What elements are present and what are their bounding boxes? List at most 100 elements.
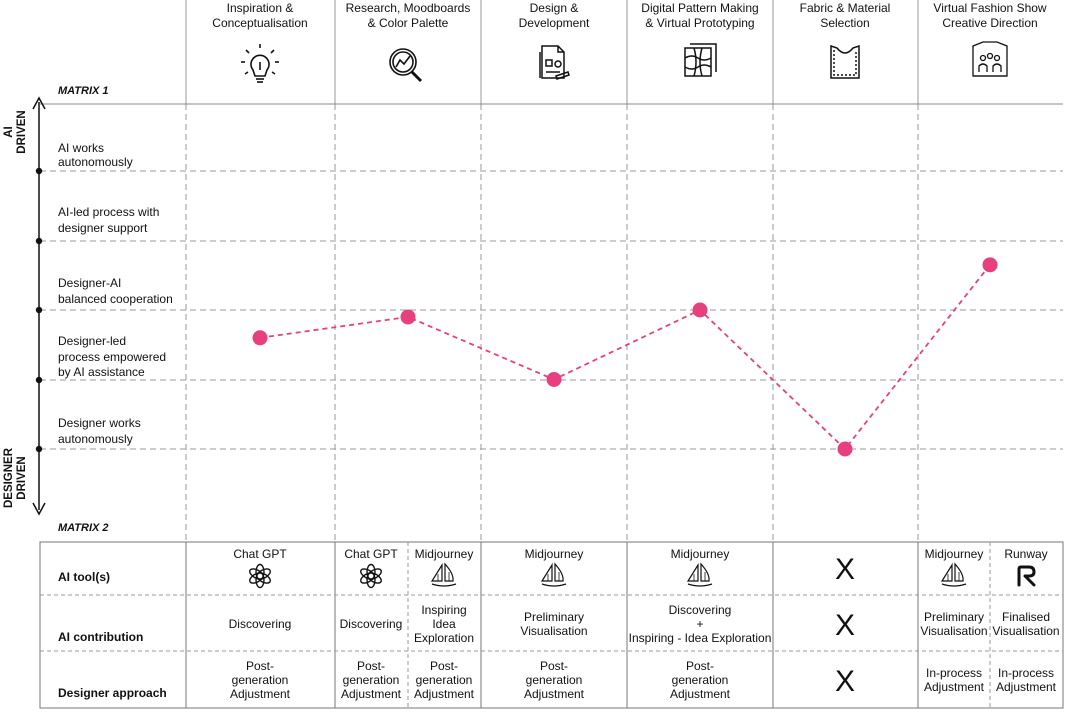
level-label-designer-led-3: by AI assistance [58, 365, 145, 379]
approach-8-line-2: Adjustment [996, 680, 1057, 694]
table-cells: Chat GPTDiscoveringPost-generationAdjust… [229, 547, 1060, 701]
axis-bottom-label-1: DESIGNER [3, 447, 15, 508]
approach-3-line-2: generation [416, 673, 473, 687]
approach-7-line-1: In-process [926, 666, 982, 680]
stage-title-6-line-1: Virtual Fashion Show [933, 1, 1047, 15]
contribution-3-line-2: Idea [432, 617, 456, 631]
data-point-2 [400, 309, 416, 325]
data-point-6 [982, 257, 998, 273]
tool-name-3: Midjourney [415, 547, 474, 561]
contribution-8-line-1: Finalised [1002, 610, 1050, 624]
contribution-5-line-3: Inspiring - Idea Exploration [629, 631, 772, 645]
midjourney-sailboat-icon [686, 562, 713, 587]
approach-2-line-2: generation [343, 673, 400, 687]
stage-title-1-line-2: Conceptualisation [212, 16, 307, 30]
stage-title-4-line-2: & Virtual Prototyping [645, 16, 754, 30]
stage-title-6-line-2: Creative Direction [942, 16, 1037, 30]
approach-5-line-3: Adjustment [670, 687, 731, 701]
axis-top-label-1: AI [3, 126, 15, 138]
level-labels: AI works autonomously AI-led process wit… [58, 141, 173, 446]
contribution-3-line-1: Inspiring [421, 603, 466, 617]
approach-3-line-1: Post- [430, 659, 458, 673]
data-point-5 [837, 441, 853, 457]
level-label-ai-autonomous-1: AI works [58, 141, 104, 155]
stage-title-4-line-1: Digital Pattern Making [641, 1, 758, 15]
midjourney-sailboat-icon [940, 562, 967, 587]
stage-title-1-line-1: Inspiration & [227, 1, 294, 15]
midjourney-sailboat-icon [430, 562, 457, 587]
level-gridlines [40, 170, 1063, 450]
approach-2-line-1: Post- [357, 659, 385, 673]
level-label-designer-autonomous-2: autonomously [58, 432, 133, 446]
matrix2-label: MATRIX 2 [58, 522, 109, 534]
data-point-3 [546, 372, 562, 387]
contribution-5-line-1: Discovering [669, 603, 732, 617]
column-dividers-dashed [185, 104, 919, 540]
tool-name-4: Midjourney [525, 547, 584, 561]
matrix2-table: AI tool(s) AI contribution Designer appr… [39, 541, 1064, 709]
axis-bottom-label-2: DRIVEN [16, 456, 28, 499]
level-label-designer-led-2: process empowered [58, 350, 166, 364]
approach-4-line-1: Post- [540, 659, 568, 673]
approach-8-line-1: In-process [998, 666, 1054, 680]
level-label-balanced-1: Designer-AI [58, 276, 121, 290]
tool-name-2: Chat GPT [344, 547, 398, 561]
contribution-2-line-1: Discovering [340, 617, 403, 631]
chatgpt-icon [249, 563, 271, 589]
level-label-ai-autonomous-2: autonomously [58, 155, 133, 169]
approach-4-line-2: generation [526, 673, 583, 687]
midjourney-sailboat-icon [540, 562, 567, 587]
chatgpt-icon [360, 563, 382, 589]
approach-5-line-2: generation [672, 673, 729, 687]
tool-name-5: Midjourney [671, 547, 730, 561]
approach-3-line-3: Adjustment [414, 687, 475, 701]
lightbulb-icon [241, 44, 279, 83]
stage-title-2-line-1: Research, Moodboards [346, 1, 471, 15]
ai-designer-axis [32, 96, 46, 516]
runway-icon [1017, 565, 1036, 587]
level-label-balanced-2: balanced cooperation [58, 292, 173, 306]
level-label-ai-led-2: designer support [58, 221, 148, 235]
data-point-4 [692, 302, 708, 318]
contribution-1-line-1: Discovering [229, 617, 292, 631]
chart-layer [252, 257, 998, 457]
level-label-designer-led-1: Designer-led [58, 334, 126, 348]
matrix1-label: MATRIX 1 [58, 85, 109, 97]
stage-title-5-line-2: Selection [820, 16, 869, 30]
level-label-ai-led-1: AI-led process with [58, 205, 159, 219]
stage-title-3-line-1: Design & [530, 1, 579, 15]
contribution-8-line-2: Visualisation [992, 624, 1059, 638]
fabric-garment-icon [830, 44, 860, 79]
axis-top-label-2: DRIVEN [16, 110, 28, 153]
tool-name-1: Chat GPT [233, 547, 287, 561]
stage-headers: Inspiration & Conceptualisation Research… [212, 1, 1047, 30]
no-tool-mark-row-1: X [835, 553, 855, 586]
runway-show-icon [972, 41, 1008, 77]
column-dividers [185, 0, 919, 104]
approach-1-line-3: Adjustment [230, 687, 291, 701]
no-tool-mark-row-2: X [835, 609, 855, 642]
contribution-3-line-3: Exploration [414, 631, 474, 645]
data-point-1 [252, 330, 268, 346]
approach-4-line-3: Adjustment [524, 687, 585, 701]
stage-title-2-line-2: & Color Palette [368, 16, 449, 30]
approach-1-line-1: Post- [246, 659, 274, 673]
approach-7-line-2: Adjustment [924, 680, 985, 694]
design-document-icon [539, 45, 570, 80]
contribution-4-line-1: Preliminary [524, 610, 584, 624]
magnifier-chart-icon [389, 48, 423, 83]
contribution-5-line-2: + [696, 617, 703, 631]
row-label-ai-tools: AI tool(s) [58, 570, 110, 584]
contribution-7-line-2: Visualisation [920, 624, 987, 638]
pattern-pieces-icon [684, 43, 717, 77]
tool-name-7: Midjourney [925, 547, 984, 561]
stage-title-5-line-1: Fabric & Material [800, 1, 891, 15]
level-label-designer-autonomous-1: Designer works [58, 416, 141, 430]
row-label-ai-contribution: AI contribution [58, 630, 143, 644]
contribution-4-line-2: Visualisation [520, 624, 587, 638]
tool-name-8: Runway [1004, 547, 1047, 561]
row-label-designer-approach: Designer approach [58, 686, 167, 700]
approach-1-line-2: generation [232, 673, 289, 687]
